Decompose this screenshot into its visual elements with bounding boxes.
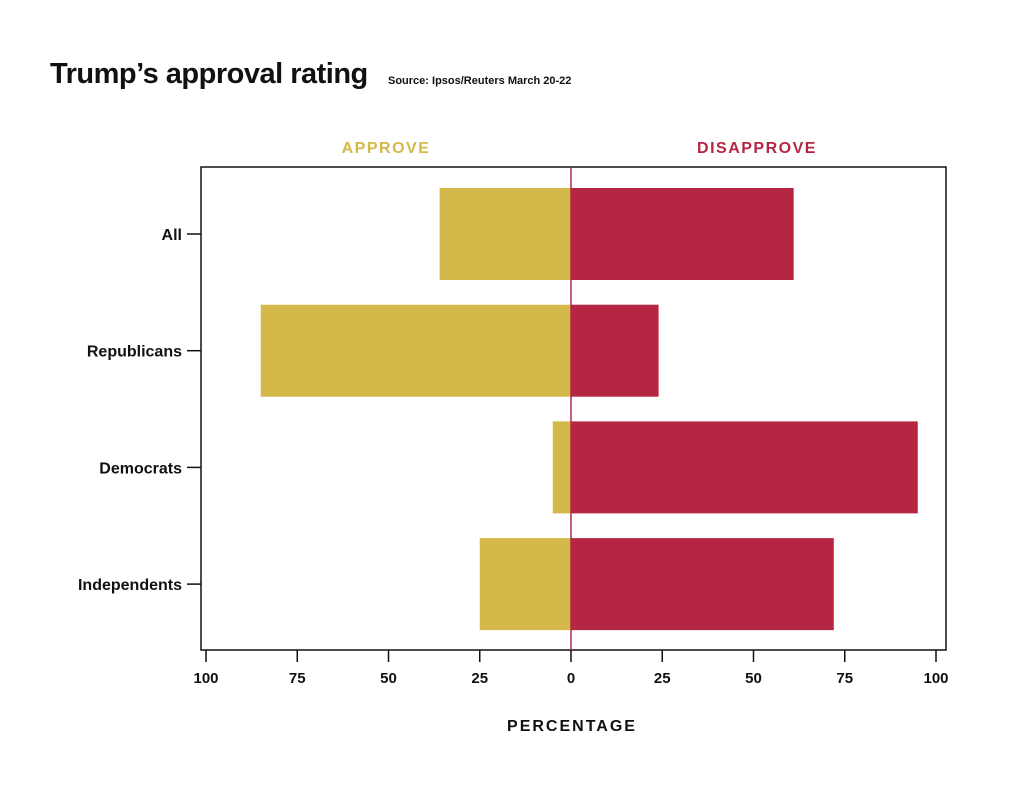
approve-legend-label: APPROVE [342, 140, 431, 157]
bars-group [260, 188, 918, 631]
chart-source: Source: Ipsos/Reuters March 20-22 [388, 75, 572, 87]
disapprove-legend-label: DISAPPROVE [697, 140, 817, 157]
category-label: Democrats [99, 460, 182, 477]
bar-approve-democrats [552, 421, 571, 514]
x-tick-label: 25 [471, 670, 488, 687]
bar-disapprove-independents [571, 538, 834, 631]
bar-disapprove-republicans [571, 304, 659, 397]
bar-approve-independents [479, 538, 571, 631]
bar-approve-republicans [260, 304, 571, 397]
chart-title: Trump’s approval rating [50, 58, 368, 90]
category-label: Independents [78, 577, 182, 594]
category-axis: All Republicans Democrats Independents [78, 227, 201, 594]
x-tick-label: 25 [654, 670, 671, 687]
bar-disapprove-all [571, 188, 794, 280]
x-tick-label: 75 [836, 670, 853, 687]
x-tick-label: 50 [745, 670, 762, 687]
category-label: Republicans [87, 344, 182, 361]
x-tick-label: 50 [380, 670, 397, 687]
plot-frame [200, 166, 947, 651]
bar-approve-all [439, 188, 571, 280]
x-tick-label: 0 [567, 670, 575, 687]
category-label: All [162, 227, 182, 244]
bar-disapprove-democrats [571, 421, 918, 514]
x-axis: 100 75 50 25 0 25 50 75 100 [193, 650, 949, 687]
x-tick-label: 100 [923, 670, 948, 687]
x-tick-label: 100 [193, 670, 218, 687]
x-axis-label: PERCENTAGE [507, 718, 637, 735]
x-tick-label: 75 [289, 670, 306, 687]
